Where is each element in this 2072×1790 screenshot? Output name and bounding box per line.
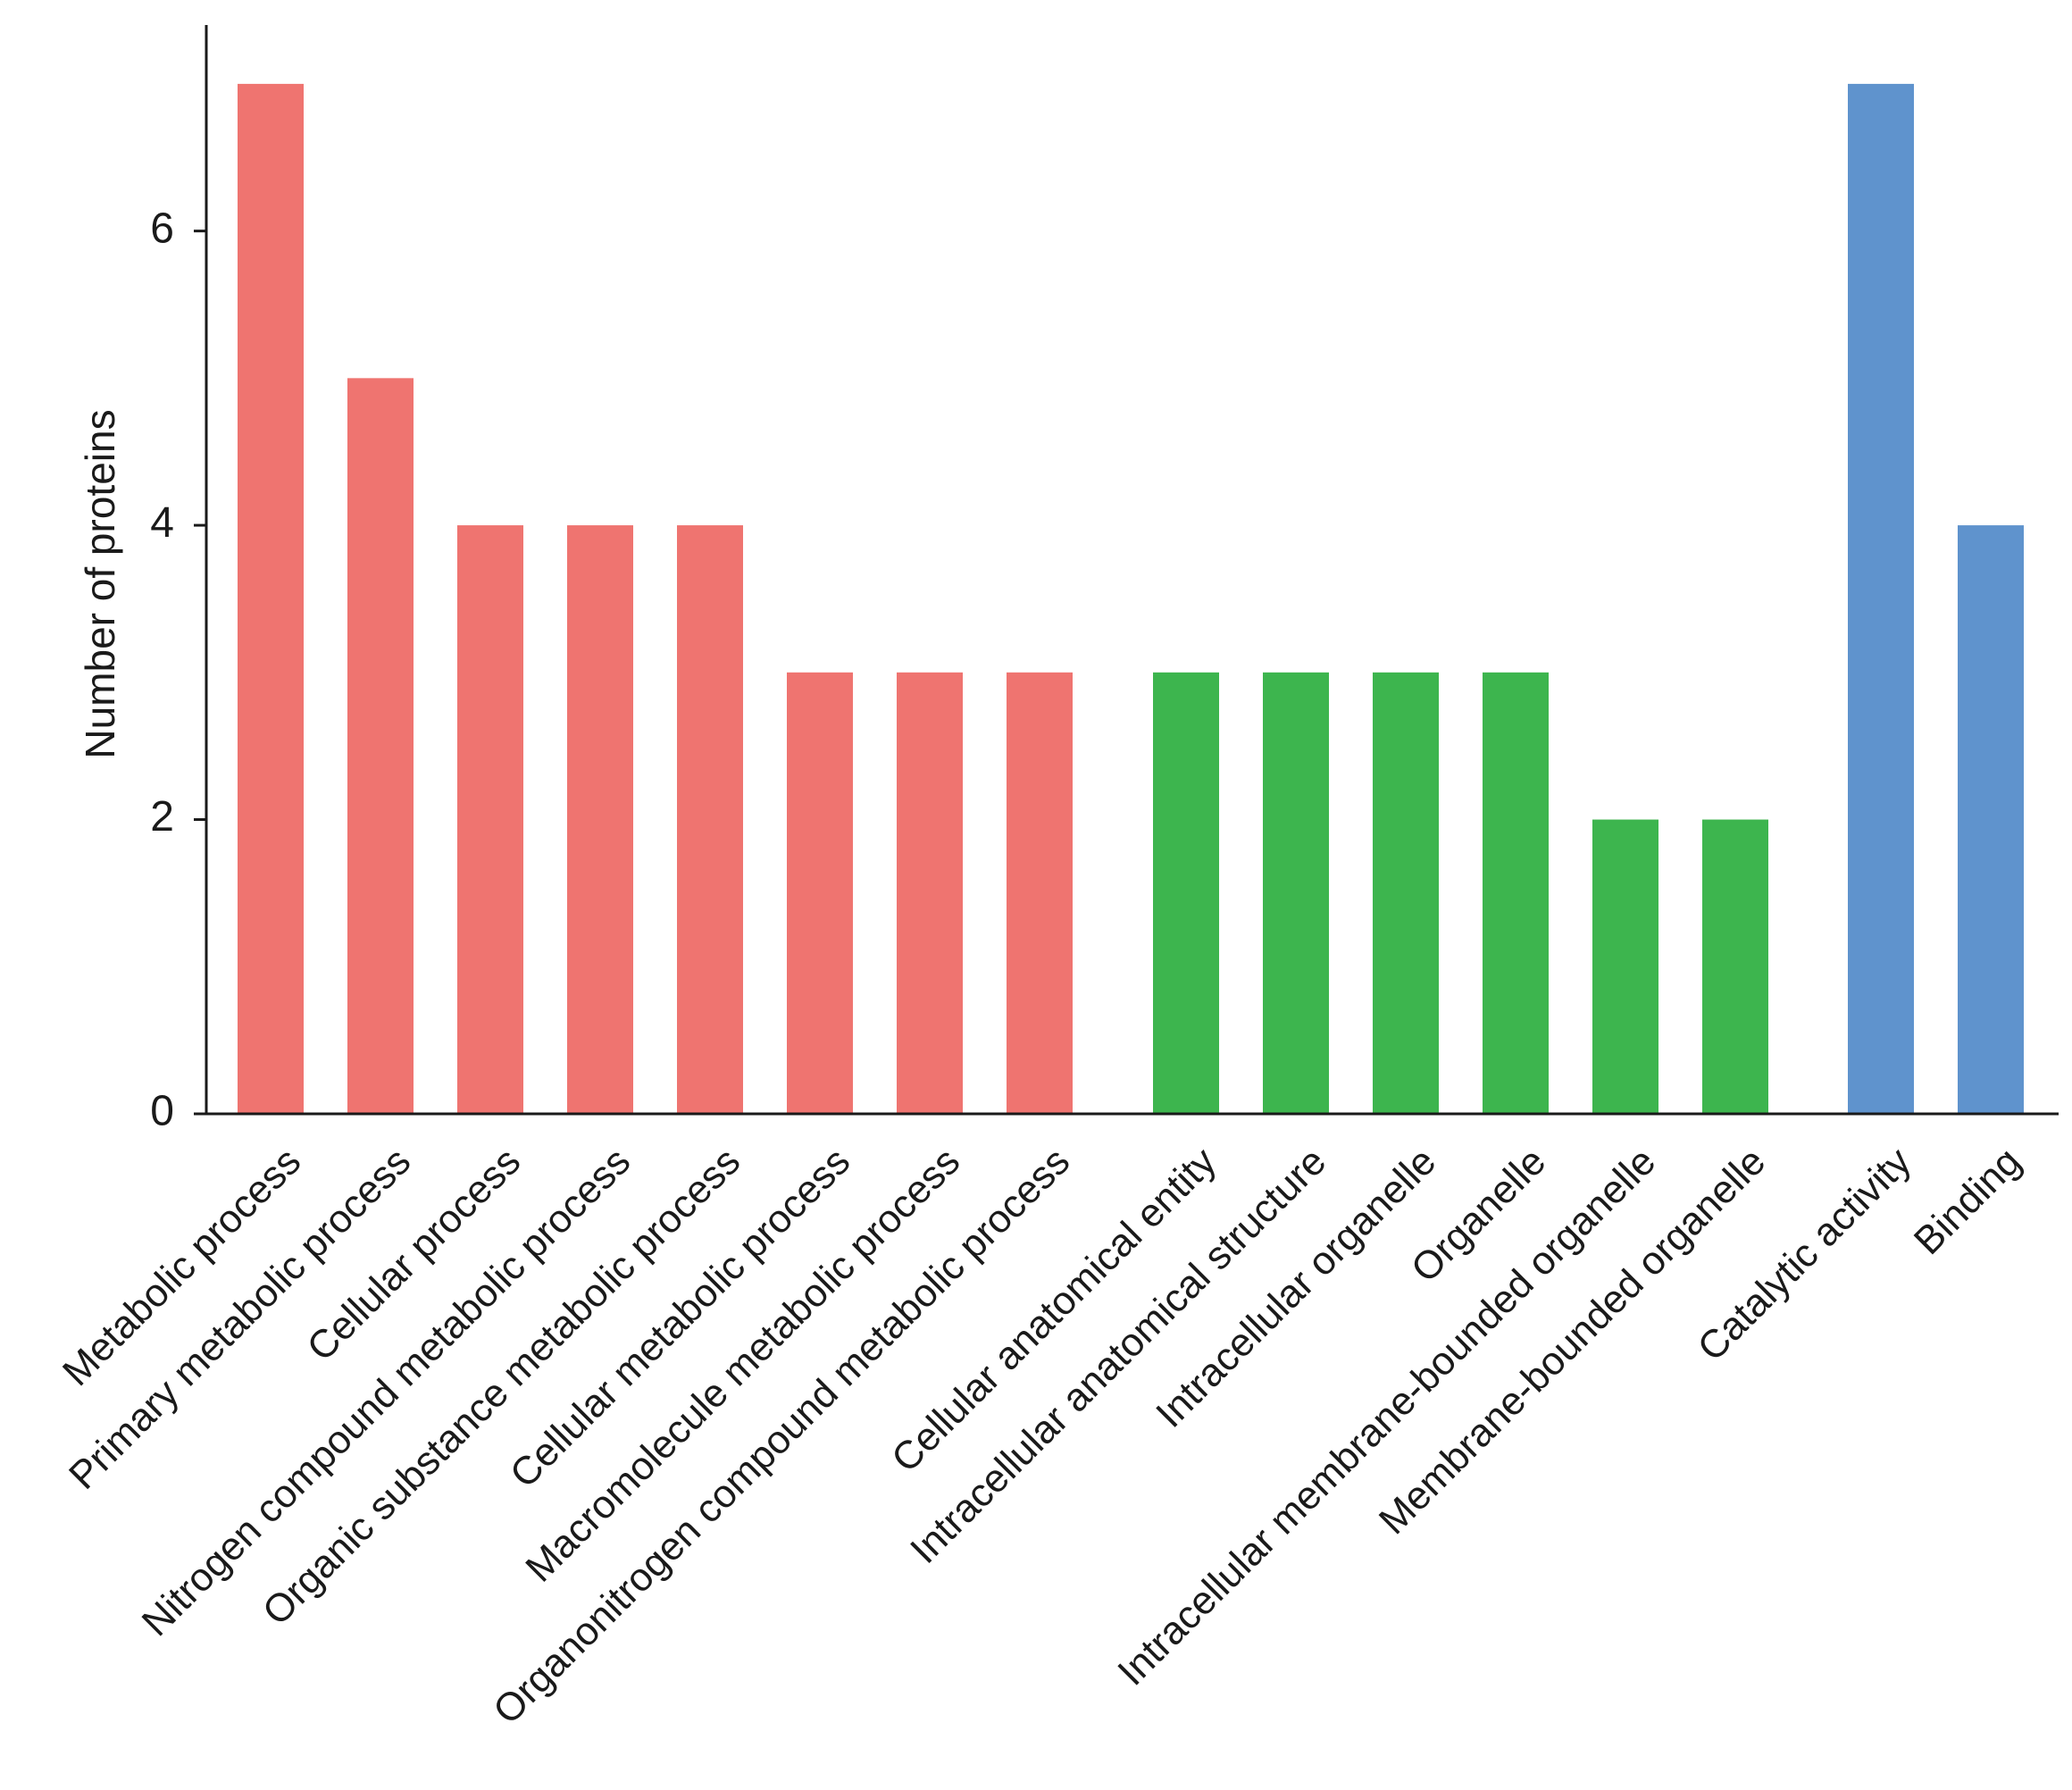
y-tick-label: 6 [150, 205, 174, 252]
bar-6 [787, 672, 853, 1114]
bars-group [238, 83, 2024, 1115]
bar-13 [1592, 819, 1658, 1114]
y-axis-label: Number of proteins [77, 409, 123, 758]
bar-4 [567, 525, 633, 1114]
bar-11 [1373, 672, 1439, 1114]
bar-15 [1848, 83, 1914, 1115]
bar-12 [1483, 672, 1549, 1114]
y-tick-label: 0 [150, 1088, 174, 1135]
bar-5 [677, 525, 743, 1114]
bar-16 [1958, 525, 2024, 1114]
bar-3 [457, 525, 523, 1114]
y-tick-label: 2 [150, 793, 174, 841]
y-ticks-group: 0 2 4 6 [150, 205, 206, 1135]
bar-2 [347, 378, 414, 1115]
bar-8 [1007, 672, 1073, 1114]
x-tick-label-16: Binding [1906, 1140, 2029, 1263]
bar-9 [1153, 672, 1219, 1114]
y-tick-label: 4 [150, 499, 174, 547]
bar-7 [897, 672, 963, 1114]
bar-14 [1702, 819, 1768, 1114]
bar-1 [238, 83, 304, 1115]
bar-10 [1263, 672, 1329, 1114]
